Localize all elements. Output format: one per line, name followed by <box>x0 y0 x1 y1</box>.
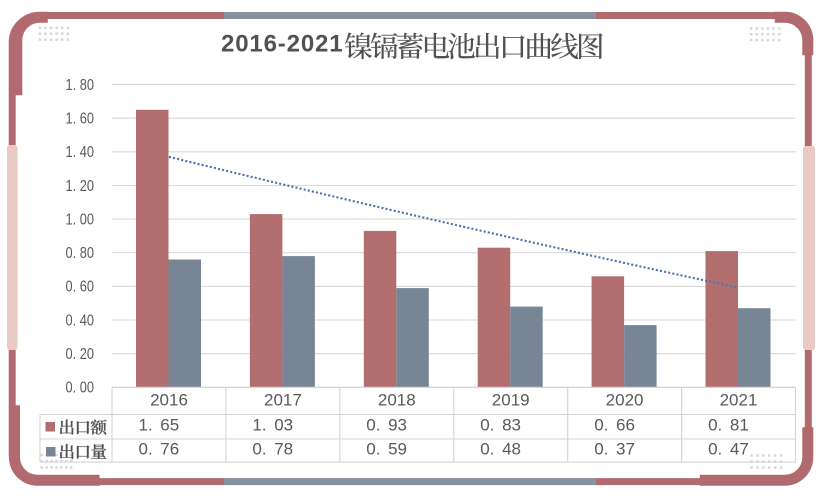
svg-text:0.47: 0. 47 <box>708 439 749 458</box>
svg-text:0.59: 0. 59 <box>366 439 407 458</box>
svg-text:0.93: 0. 93 <box>366 416 407 435</box>
svg-text:1.03: 1. 03 <box>252 416 293 435</box>
svg-text:0.81: 0. 81 <box>708 416 749 435</box>
svg-text:0. 40: 0. 40 <box>66 312 94 330</box>
svg-text:0.37: 0. 37 <box>594 439 635 458</box>
svg-text:2018: 2018 <box>378 390 416 409</box>
svg-text:1. 20: 1. 20 <box>66 178 94 196</box>
svg-text:2019: 2019 <box>492 390 530 409</box>
svg-text:1. 40: 1. 40 <box>66 144 94 162</box>
svg-text:0.48: 0. 48 <box>480 439 521 458</box>
svg-text:0.76: 0. 76 <box>139 439 180 458</box>
svg-text:0. 60: 0. 60 <box>66 278 94 296</box>
svg-text:0.83: 0. 83 <box>480 416 521 435</box>
svg-text:1.65: 1. 65 <box>139 416 180 435</box>
svg-text:0.66: 0. 66 <box>594 416 635 435</box>
svg-text:2020: 2020 <box>606 390 644 409</box>
svg-text:1. 00: 1. 00 <box>66 211 94 229</box>
svg-text:2016-2021: 2016-2021 <box>221 31 343 58</box>
svg-text:0.78: 0. 78 <box>252 439 293 458</box>
svg-text:0. 00: 0. 00 <box>66 379 94 397</box>
svg-text:1. 60: 1. 60 <box>66 110 94 128</box>
svg-text:2016: 2016 <box>150 390 188 409</box>
svg-text:0. 80: 0. 80 <box>66 245 94 263</box>
svg-text:1. 80: 1. 80 <box>66 77 94 95</box>
svg-text:2021: 2021 <box>720 390 758 409</box>
svg-text:2017: 2017 <box>264 390 302 409</box>
svg-text:0. 20: 0. 20 <box>66 346 94 364</box>
